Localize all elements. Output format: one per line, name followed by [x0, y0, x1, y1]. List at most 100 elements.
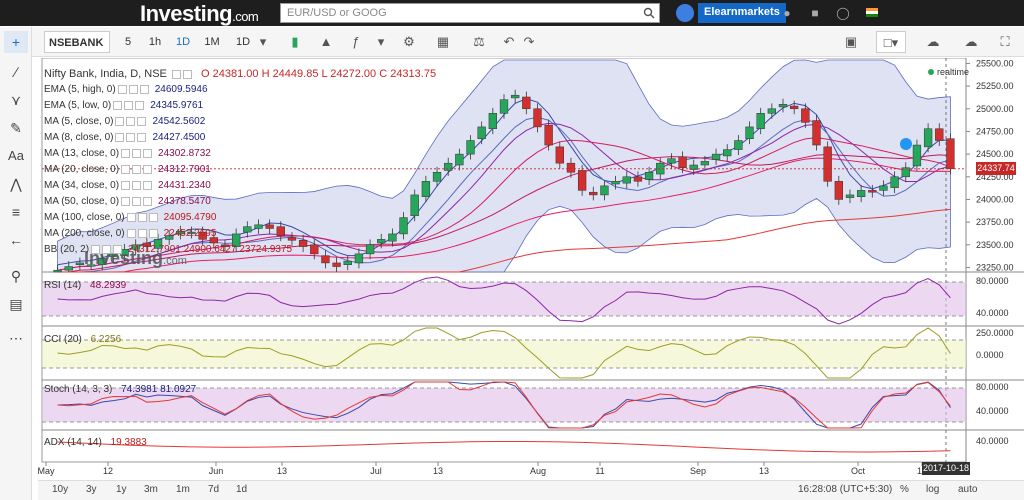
- legend-box-icon[interactable]: [143, 180, 153, 190]
- back-arrow-icon[interactable]: ←: [9, 232, 23, 248]
- legend-box-icon[interactable]: [132, 164, 142, 174]
- chevron-down-icon[interactable]: ▾: [377, 34, 385, 49]
- legend-box-icon[interactable]: [135, 100, 145, 110]
- rsi-line: [57, 276, 951, 325]
- timeframe-dropdown[interactable]: 1D: [235, 36, 251, 48]
- legend-box-icon[interactable]: [121, 164, 131, 174]
- range-1y[interactable]: 1y: [116, 484, 127, 495]
- legend-box-icon[interactable]: [148, 228, 158, 238]
- legend-box-icon[interactable]: [121, 180, 131, 190]
- legend-box-icon[interactable]: [126, 116, 136, 126]
- legend-box-icon[interactable]: [91, 244, 101, 254]
- layout-dropdown[interactable]: □▾: [876, 31, 906, 53]
- range-3y[interactable]: 3y: [86, 484, 97, 495]
- candles-icon[interactable]: ▮: [291, 34, 299, 49]
- legend-box-icon[interactable]: [143, 148, 153, 158]
- chart-canvas[interactable]: 25500.00 25250.00 25000.00 24750.00 24500.00…: [38, 58, 1024, 480]
- legend-box-icon[interactable]: [115, 132, 125, 142]
- legend-box-icon[interactable]: [121, 148, 131, 158]
- legend-box-icon[interactable]: [121, 196, 131, 206]
- briefcase-icon[interactable]: ■: [811, 6, 819, 20]
- legend-box-icon[interactable]: [124, 100, 134, 110]
- gear-icon[interactable]: ⚙: [403, 34, 415, 49]
- legend-box-icon[interactable]: [132, 180, 142, 190]
- timeframe-1m[interactable]: 1M: [204, 36, 220, 48]
- more-icon[interactable]: ⋯: [9, 330, 23, 346]
- legend-box-icon[interactable]: [113, 244, 123, 254]
- legend-row-value: 24378.5470: [158, 196, 211, 207]
- legend-box-icon[interactable]: [137, 116, 147, 126]
- legend-box-icon[interactable]: [137, 132, 147, 142]
- bell-icon[interactable]: ●: [783, 6, 791, 20]
- y-tick-label: 25250.00: [976, 81, 1014, 91]
- compare-icon[interactable]: ⚖: [473, 34, 485, 49]
- timeframe-1h[interactable]: 1h: [148, 36, 162, 48]
- brush-icon[interactable]: ✎: [10, 120, 22, 136]
- candle-body: [75, 262, 85, 265]
- y-tick-label: 24000.00: [976, 194, 1014, 204]
- legend-row: MA (34, close, 0) 24431.2340: [44, 178, 564, 194]
- legend-title-row: Nifty Bank, India, D, NSE O 24381.00 H 2…: [44, 66, 564, 82]
- legend-row-value: 22452.2695: [163, 228, 217, 239]
- legend-box-icon[interactable]: [143, 164, 153, 174]
- cloud-upload-icon[interactable]: ☁: [964, 34, 978, 49]
- legend-box-icon[interactable]: [117, 84, 127, 94]
- legend-box-icon[interactable]: [137, 228, 147, 238]
- range-3m[interactable]: 3m: [144, 484, 158, 495]
- legend-box-icon[interactable]: [128, 84, 138, 94]
- moving-average-line: [57, 137, 951, 271]
- timeframe-1d[interactable]: 1D: [175, 36, 191, 48]
- legend-box-icon[interactable]: [171, 69, 181, 79]
- trendline-icon[interactable]: ∕: [14, 64, 18, 80]
- search-input[interactable]: EUR/USD or GOOG: [280, 3, 660, 23]
- india-flag-icon[interactable]: [866, 8, 878, 17]
- fork-icon[interactable]: ⋎: [10, 92, 22, 108]
- avatar[interactable]: [676, 4, 694, 22]
- range-1m[interactable]: 1m: [176, 484, 190, 495]
- percent-toggle[interactable]: %: [900, 484, 909, 495]
- area-chart-icon[interactable]: ▲: [319, 34, 333, 49]
- legend-box-icon[interactable]: [102, 244, 112, 254]
- candle-body: [734, 140, 743, 150]
- candle-body: [856, 190, 866, 197]
- log-toggle[interactable]: log: [926, 484, 940, 495]
- chevron-down-icon[interactable]: ▾: [259, 34, 267, 49]
- legend-box-icon[interactable]: [115, 116, 125, 126]
- legend-box-icon[interactable]: [148, 212, 158, 222]
- legend-box-icon[interactable]: [113, 100, 123, 110]
- fib-icon[interactable]: ≡: [11, 204, 21, 220]
- range-1d[interactable]: 1d: [236, 484, 248, 495]
- indicators-icon[interactable]: ƒ: [352, 34, 360, 49]
- legend-box-icon[interactable]: [143, 196, 153, 206]
- legend-box-icon[interactable]: [126, 212, 136, 222]
- symbol-input[interactable]: NSEBANK: [44, 31, 110, 53]
- legend-box-icon[interactable]: [137, 212, 147, 222]
- pattern-icon[interactable]: ⋀: [10, 176, 22, 192]
- legend-box-icon[interactable]: [182, 69, 192, 79]
- range-7d[interactable]: 7d: [208, 484, 220, 495]
- camera-icon[interactable]: ▣: [844, 34, 858, 49]
- legend-box-icon[interactable]: [132, 196, 142, 206]
- undo-icon[interactable]: ↶: [503, 34, 515, 49]
- text-icon[interactable]: Aa: [8, 148, 24, 163]
- legend-box-icon[interactable]: [126, 132, 136, 142]
- price-chart[interactable]: 25500.00 25250.00 25000.00 24750.00 24500.00…: [38, 58, 1024, 480]
- legend-box-icon[interactable]: [132, 148, 142, 158]
- zoom-icon[interactable]: ⚲: [10, 268, 22, 284]
- fullscreen-icon[interactable]: ⛶: [1000, 34, 1010, 49]
- search-icon[interactable]: [643, 7, 655, 19]
- auto-toggle[interactable]: auto: [958, 484, 978, 495]
- clock-icon[interactable]: ◯: [836, 6, 850, 20]
- range-10y[interactable]: 10y: [52, 484, 69, 495]
- investing-logo[interactable]: Investing.com: [140, 1, 259, 27]
- ruler-icon[interactable]: ▤: [9, 296, 23, 312]
- candle-body: [377, 239, 386, 244]
- crosshair-icon[interactable]: +: [4, 31, 28, 53]
- timeframe-5[interactable]: 5: [124, 36, 132, 48]
- legend-box-icon[interactable]: [126, 228, 136, 238]
- bar-chart-icon[interactable]: ▦: [436, 34, 450, 49]
- redo-icon[interactable]: ↷: [523, 34, 535, 49]
- legend-box-icon[interactable]: [139, 84, 149, 94]
- cloud-download-icon[interactable]: ☁: [926, 34, 940, 49]
- elearnmarkets-button[interactable]: Elearnmarkets: [698, 3, 786, 23]
